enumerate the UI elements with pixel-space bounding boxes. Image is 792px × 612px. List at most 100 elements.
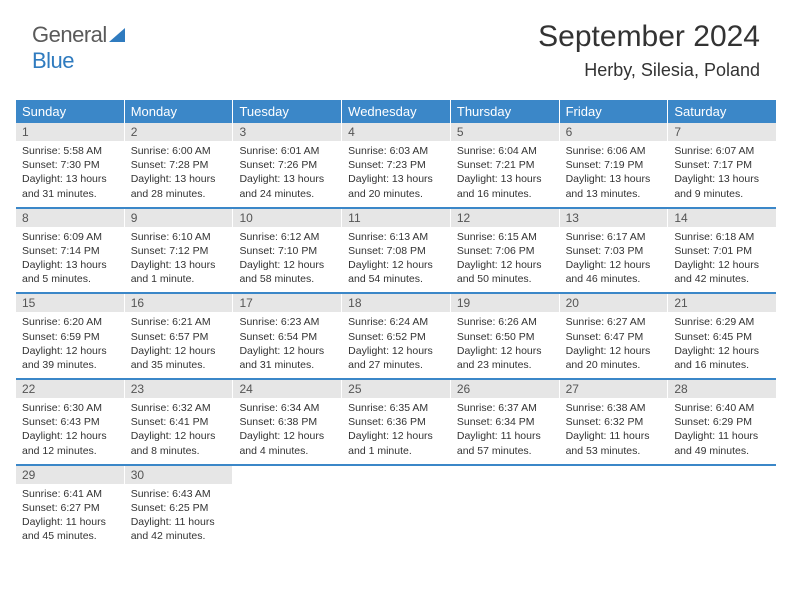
sunrise-text: Sunrise: 6:03 AM [348, 144, 444, 158]
calendar-header-row: SundayMondayTuesdayWednesdayThursdayFrid… [16, 100, 776, 123]
sunrise-text: Sunrise: 6:01 AM [239, 144, 335, 158]
daylight-text: Daylight: 13 hours and 28 minutes. [131, 172, 227, 200]
daylight-text: Daylight: 13 hours and 9 minutes. [674, 172, 770, 200]
day-details: Sunrise: 6:32 AMSunset: 6:41 PMDaylight:… [125, 398, 233, 464]
calendar-day-cell: 20Sunrise: 6:27 AMSunset: 6:47 PMDayligh… [560, 294, 669, 378]
day-details: Sunrise: 6:13 AMSunset: 7:08 PMDaylight:… [342, 227, 450, 293]
daylight-text: Daylight: 12 hours and 20 minutes. [566, 344, 662, 372]
calendar-week-row: 29Sunrise: 6:41 AMSunset: 6:27 PMDayligh… [16, 466, 776, 550]
calendar-header-friday: Friday [560, 100, 669, 123]
sunrise-text: Sunrise: 6:04 AM [457, 144, 553, 158]
calendar-day-cell: 28Sunrise: 6:40 AMSunset: 6:29 PMDayligh… [668, 380, 776, 464]
day-number: 11 [342, 209, 450, 227]
day-details: Sunrise: 6:41 AMSunset: 6:27 PMDaylight:… [16, 484, 124, 550]
calendar-table: SundayMondayTuesdayWednesdayThursdayFrid… [16, 100, 776, 549]
day-details: Sunrise: 6:29 AMSunset: 6:45 PMDaylight:… [668, 312, 776, 378]
day-details: Sunrise: 6:26 AMSunset: 6:50 PMDaylight:… [451, 312, 559, 378]
day-number: 22 [16, 380, 124, 398]
day-number: 29 [16, 466, 124, 484]
sunset-text: Sunset: 7:30 PM [22, 158, 118, 172]
daylight-text: Daylight: 11 hours and 49 minutes. [674, 429, 770, 457]
calendar-day-cell: 17Sunrise: 6:23 AMSunset: 6:54 PMDayligh… [233, 294, 342, 378]
sunset-text: Sunset: 6:38 PM [239, 415, 335, 429]
daylight-text: Daylight: 12 hours and 1 minute. [348, 429, 444, 457]
calendar-day-cell: 18Sunrise: 6:24 AMSunset: 6:52 PMDayligh… [342, 294, 451, 378]
calendar-day-cell: 16Sunrise: 6:21 AMSunset: 6:57 PMDayligh… [125, 294, 234, 378]
calendar-day-cell: 9Sunrise: 6:10 AMSunset: 7:12 PMDaylight… [125, 209, 234, 293]
calendar-day-cell: 4Sunrise: 6:03 AMSunset: 7:23 PMDaylight… [342, 123, 451, 207]
day-number: 20 [560, 294, 668, 312]
calendar-day-cell: 7Sunrise: 6:07 AMSunset: 7:17 PMDaylight… [668, 123, 776, 207]
sunset-text: Sunset: 6:57 PM [131, 330, 227, 344]
day-number: 4 [342, 123, 450, 141]
sunset-text: Sunset: 6:50 PM [457, 330, 553, 344]
day-number: 15 [16, 294, 124, 312]
sunset-text: Sunset: 6:54 PM [239, 330, 335, 344]
sunset-text: Sunset: 7:17 PM [674, 158, 770, 172]
sunrise-text: Sunrise: 6:27 AM [566, 315, 662, 329]
day-number: 23 [125, 380, 233, 398]
calendar-day-cell: 21Sunrise: 6:29 AMSunset: 6:45 PMDayligh… [668, 294, 776, 378]
day-number: 10 [233, 209, 341, 227]
calendar-header-saturday: Saturday [668, 100, 776, 123]
calendar-day-cell: 13Sunrise: 6:17 AMSunset: 7:03 PMDayligh… [560, 209, 669, 293]
sunset-text: Sunset: 6:27 PM [22, 501, 118, 515]
sunset-text: Sunset: 7:26 PM [239, 158, 335, 172]
day-details: Sunrise: 6:37 AMSunset: 6:34 PMDaylight:… [451, 398, 559, 464]
day-details: Sunrise: 6:15 AMSunset: 7:06 PMDaylight:… [451, 227, 559, 293]
sunrise-text: Sunrise: 6:30 AM [22, 401, 118, 415]
daylight-text: Daylight: 11 hours and 42 minutes. [131, 515, 227, 543]
day-details: Sunrise: 6:30 AMSunset: 6:43 PMDaylight:… [16, 398, 124, 464]
sunrise-text: Sunrise: 6:43 AM [131, 487, 227, 501]
day-details: Sunrise: 6:06 AMSunset: 7:19 PMDaylight:… [560, 141, 668, 207]
calendar-header-wednesday: Wednesday [342, 100, 451, 123]
day-details: Sunrise: 6:12 AMSunset: 7:10 PMDaylight:… [233, 227, 341, 293]
day-details: Sunrise: 6:07 AMSunset: 7:17 PMDaylight:… [668, 141, 776, 207]
sunset-text: Sunset: 6:41 PM [131, 415, 227, 429]
calendar-day-cell: 6Sunrise: 6:06 AMSunset: 7:19 PMDaylight… [560, 123, 669, 207]
calendar-day-cell: 27Sunrise: 6:38 AMSunset: 6:32 PMDayligh… [560, 380, 669, 464]
daylight-text: Daylight: 12 hours and 35 minutes. [131, 344, 227, 372]
calendar-week-row: 22Sunrise: 6:30 AMSunset: 6:43 PMDayligh… [16, 380, 776, 466]
day-details: Sunrise: 6:09 AMSunset: 7:14 PMDaylight:… [16, 227, 124, 293]
sunset-text: Sunset: 7:12 PM [131, 244, 227, 258]
day-number: 3 [233, 123, 341, 141]
day-details: Sunrise: 6:20 AMSunset: 6:59 PMDaylight:… [16, 312, 124, 378]
calendar-day-cell: 10Sunrise: 6:12 AMSunset: 7:10 PMDayligh… [233, 209, 342, 293]
daylight-text: Daylight: 12 hours and 27 minutes. [348, 344, 444, 372]
day-number: 25 [342, 380, 450, 398]
calendar-day-cell: 30Sunrise: 6:43 AMSunset: 6:25 PMDayligh… [125, 466, 234, 550]
sunset-text: Sunset: 7:03 PM [566, 244, 662, 258]
calendar-header-sunday: Sunday [16, 100, 125, 123]
daylight-text: Daylight: 13 hours and 13 minutes. [566, 172, 662, 200]
calendar-day-cell: 29Sunrise: 6:41 AMSunset: 6:27 PMDayligh… [16, 466, 125, 550]
sunrise-text: Sunrise: 6:15 AM [457, 230, 553, 244]
sunrise-text: Sunrise: 6:37 AM [457, 401, 553, 415]
sunrise-text: Sunrise: 6:09 AM [22, 230, 118, 244]
daylight-text: Daylight: 11 hours and 53 minutes. [566, 429, 662, 457]
calendar-empty-cell [560, 466, 669, 550]
logo-triangle-icon [109, 28, 125, 42]
daylight-text: Daylight: 13 hours and 1 minute. [131, 258, 227, 286]
day-details: Sunrise: 6:23 AMSunset: 6:54 PMDaylight:… [233, 312, 341, 378]
calendar-empty-cell [342, 466, 451, 550]
calendar-header-monday: Monday [125, 100, 234, 123]
day-details: Sunrise: 6:43 AMSunset: 6:25 PMDaylight:… [125, 484, 233, 550]
sunset-text: Sunset: 6:32 PM [566, 415, 662, 429]
day-number: 5 [451, 123, 559, 141]
sunrise-text: Sunrise: 6:24 AM [348, 315, 444, 329]
day-details: Sunrise: 6:34 AMSunset: 6:38 PMDaylight:… [233, 398, 341, 464]
calendar-day-cell: 24Sunrise: 6:34 AMSunset: 6:38 PMDayligh… [233, 380, 342, 464]
sunrise-text: Sunrise: 6:17 AM [566, 230, 662, 244]
logo-text-blue: Blue [32, 48, 74, 73]
sunrise-text: Sunrise: 6:32 AM [131, 401, 227, 415]
daylight-text: Daylight: 12 hours and 42 minutes. [674, 258, 770, 286]
calendar-empty-cell [668, 466, 776, 550]
calendar-week-row: 1Sunrise: 5:58 AMSunset: 7:30 PMDaylight… [16, 123, 776, 209]
sunset-text: Sunset: 7:28 PM [131, 158, 227, 172]
sunrise-text: Sunrise: 6:21 AM [131, 315, 227, 329]
calendar-day-cell: 8Sunrise: 6:09 AMSunset: 7:14 PMDaylight… [16, 209, 125, 293]
day-number: 7 [668, 123, 776, 141]
daylight-text: Daylight: 13 hours and 31 minutes. [22, 172, 118, 200]
sunrise-text: Sunrise: 6:38 AM [566, 401, 662, 415]
